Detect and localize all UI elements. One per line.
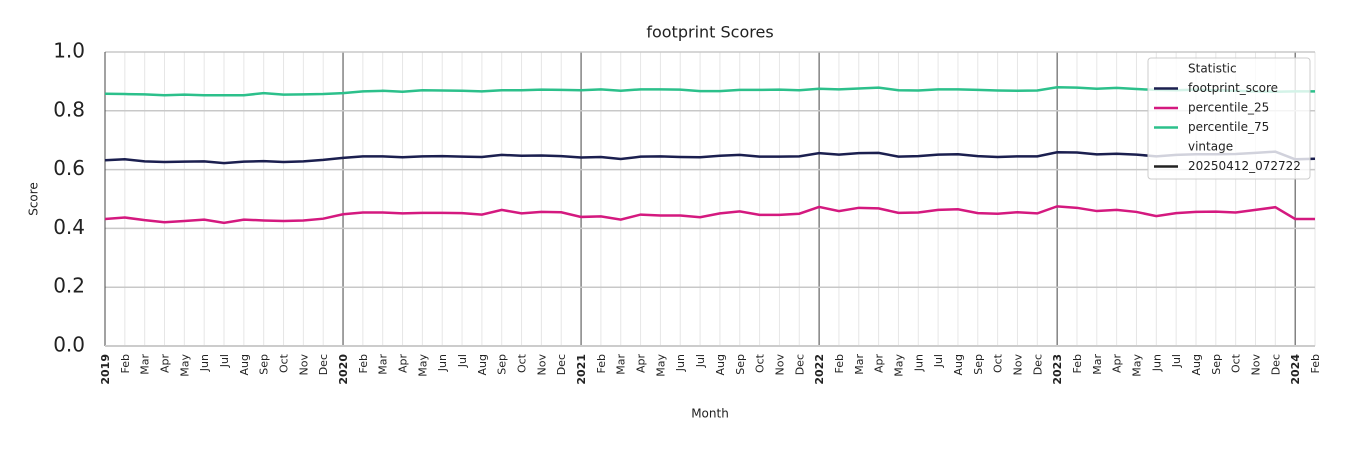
x-tick-label: Mar [853, 354, 866, 375]
x-tick-label: 2021 [575, 354, 588, 385]
x-tick-label: Jun [674, 354, 687, 372]
x-tick-label: Nov [297, 354, 310, 376]
x-tick-label: Oct [992, 353, 1005, 373]
x-tick-label: Dec [1031, 354, 1044, 375]
y-tick-label: 0.2 [53, 274, 85, 298]
y-tick-label: 0.6 [53, 156, 85, 180]
x-axis-label: Month [691, 407, 729, 421]
chart-title: footprint Scores [646, 23, 773, 42]
x-tick-label: Mar [377, 354, 390, 375]
x-tick-label: May [178, 354, 191, 377]
x-tick-label: Mar [1091, 354, 1104, 375]
x-tick-label: Apr [873, 354, 886, 374]
x-tick-label: Mar [615, 354, 628, 375]
x-tick-label: Nov [1011, 354, 1024, 376]
x-tick-label: Apr [159, 354, 172, 374]
x-tick-label: Oct [516, 353, 529, 373]
x-tick-label: Apr [397, 354, 410, 374]
x-tick-label: Feb [357, 354, 370, 373]
series-line [104, 86, 1315, 97]
x-tick-label: Feb [119, 354, 132, 373]
x-tick-label: Jul [932, 354, 945, 368]
x-tick-label: Dec [1269, 354, 1282, 375]
x-tick-label: Feb [833, 354, 846, 373]
x-tick-label: May [416, 354, 429, 377]
legend-title: Statistic [1188, 62, 1237, 76]
x-tick-label: Sep [496, 354, 509, 375]
x-tick-label: May [1130, 354, 1143, 377]
x-tick-label: Apr [1111, 354, 1124, 374]
x-tick-label: 2024 [1289, 354, 1302, 385]
x-tick-label: Nov [1249, 354, 1262, 376]
x-tick-label: Oct [278, 353, 291, 373]
legend-label: percentile_75 [1188, 120, 1269, 134]
x-tick-label: Oct [1230, 353, 1243, 373]
x-tick-label: Nov [773, 354, 786, 376]
x-tick-label: 2020 [337, 354, 350, 385]
y-tick-label: 0.0 [53, 333, 85, 357]
x-tick-label: Aug [476, 354, 489, 375]
x-tick-label: Jul [1170, 354, 1183, 368]
x-tick-label: Feb [1071, 354, 1084, 373]
x-tick-label: 2022 [813, 354, 826, 385]
x-tick-label: Dec [317, 354, 330, 375]
x-tick-label: Jun [436, 354, 449, 372]
y-tick-label: 1.0 [53, 39, 85, 63]
legend-label: footprint_score [1188, 81, 1278, 95]
series-line [104, 205, 1315, 225]
y-axis-label: Score [27, 182, 41, 216]
series-line [104, 150, 1316, 165]
x-tick-label: Nov [535, 354, 548, 376]
x-tick-label: Feb [595, 354, 608, 373]
x-tick-label: May [892, 354, 905, 377]
legend: Statistic footprint_score percentile_25per… [1147, 57, 1311, 180]
x-tick-label: Oct [754, 353, 767, 373]
x-tick-label: Sep [1210, 354, 1223, 375]
legend-box [1147, 57, 1311, 180]
x-tick-label: Jul [694, 354, 707, 368]
x-tick-label: Aug [1190, 354, 1203, 375]
legend-label: 20250412_072722 [1188, 159, 1301, 173]
y-tick-label: 0.4 [53, 215, 85, 239]
x-tick-label: Aug [238, 354, 251, 375]
x-tick-label: Mar [139, 354, 152, 375]
x-tick-label: Jul [218, 354, 231, 368]
x-tick-label: Aug [952, 354, 965, 375]
x-tick-label: Aug [714, 354, 727, 375]
x-tick-label: Jun [1150, 354, 1163, 372]
legend-label: percentile_25 [1188, 101, 1269, 115]
x-tick-label: Sep [734, 354, 747, 375]
x-tick-label: Jun [198, 354, 211, 372]
x-tick-label: Apr [635, 354, 648, 374]
x-tick-label: 2023 [1051, 354, 1064, 385]
x-tick-label: Dec [555, 354, 568, 375]
x-tick-label: Feb [1309, 354, 1322, 373]
x-tick-label: Jul [456, 354, 469, 368]
x-tick-label: Sep [972, 354, 985, 375]
x-tick-label: Dec [793, 354, 806, 375]
x-tick-label: May [654, 354, 667, 377]
y-tick-label: 0.8 [53, 97, 85, 121]
x-tick-label: Jun [912, 354, 925, 372]
x-tick-label: Sep [258, 354, 271, 375]
x-tick-label: 2019 [99, 354, 112, 385]
legend-title: vintage [1188, 140, 1233, 154]
